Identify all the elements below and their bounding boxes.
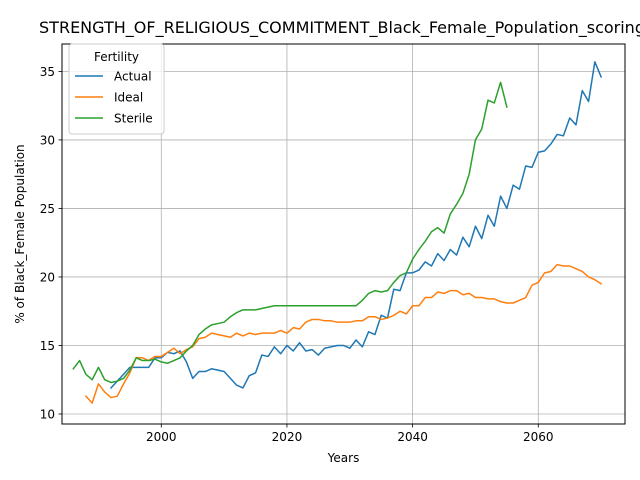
y-axis-label: % of Black_Female Population bbox=[13, 144, 27, 323]
legend-frame bbox=[68, 43, 165, 135]
y-tick-label: 15 bbox=[40, 339, 55, 353]
plot-area bbox=[61, 43, 626, 425]
legend-label-ideal: Ideal bbox=[114, 91, 143, 105]
y-tick-label: 30 bbox=[40, 133, 55, 147]
series-line-actual bbox=[109, 61, 603, 390]
x-tick-label: 2020 bbox=[272, 430, 303, 444]
chart-title: STRENGTH_OF_RELIGIOUS_COMMITMENT_Black_F… bbox=[39, 18, 640, 38]
legend: Fertility Actual Ideal Sterile bbox=[68, 43, 165, 135]
x-tick-label: 2060 bbox=[523, 430, 554, 444]
x-tick-label: 2000 bbox=[146, 430, 177, 444]
y-tick-label: 10 bbox=[40, 407, 55, 421]
series-layer bbox=[72, 61, 603, 404]
x-axis: 2000 2020 2040 2060 bbox=[146, 424, 554, 444]
y-axis: 10 15 20 25 30 35 bbox=[40, 65, 62, 421]
x-tick-label: 2040 bbox=[397, 430, 428, 444]
y-tick-label: 25 bbox=[40, 202, 55, 216]
series-line-sterile bbox=[72, 81, 508, 384]
x-axis-label: Years bbox=[327, 451, 360, 465]
legend-title: Fertility bbox=[94, 50, 139, 64]
series-line-ideal bbox=[84, 263, 603, 404]
legend-label-actual: Actual bbox=[114, 70, 152, 84]
y-tick-label: 20 bbox=[40, 270, 55, 284]
legend-label-sterile: Sterile bbox=[114, 112, 153, 126]
y-tick-label: 35 bbox=[40, 65, 55, 79]
